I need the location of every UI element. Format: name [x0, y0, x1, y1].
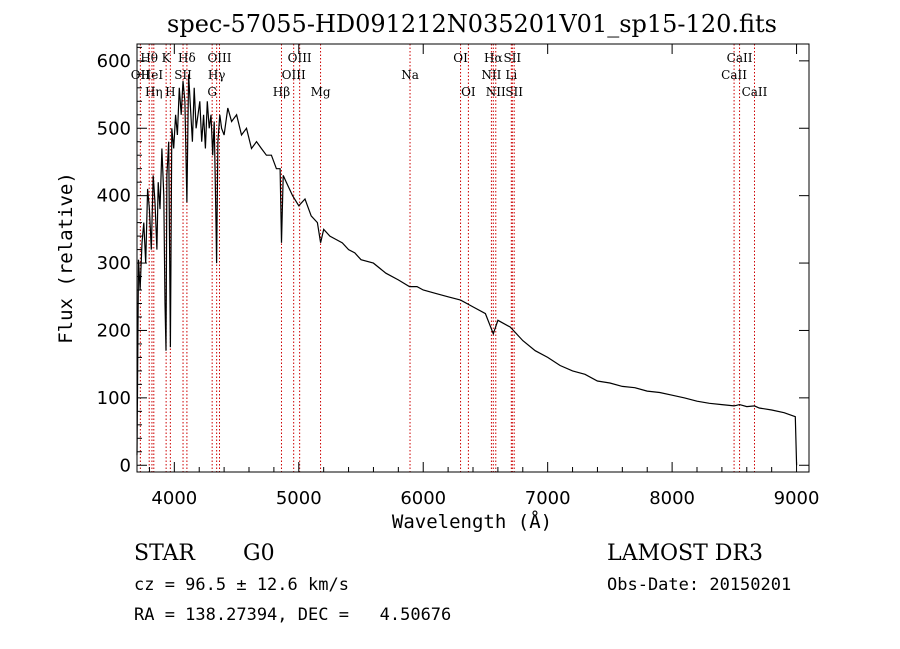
- spectral-line-label: Hη: [145, 85, 163, 99]
- spectral-line-label: Hγ: [208, 68, 226, 82]
- spectral-line-label: Hα: [484, 51, 503, 65]
- spectral-line-label: OIII: [288, 51, 312, 65]
- spectral-line-label: OIII: [207, 51, 231, 65]
- spectral-line-label: Hβ: [273, 85, 290, 99]
- spectral-line-label: Mg: [311, 85, 331, 99]
- spectral-line-label: CaII: [727, 51, 753, 65]
- y-axis-ticks: 0 100 200 300 400 500 600: [97, 46, 809, 476]
- y-tick-label: 600: [97, 51, 131, 72]
- x-axis-label: Wavelength (Å): [392, 510, 552, 533]
- y-tick-label: 0: [120, 455, 131, 476]
- x-tick-label: 5000: [276, 488, 322, 509]
- spectral-line-label: OI: [461, 85, 476, 99]
- y-tick-label: 100: [97, 388, 131, 409]
- spectral-line-label: Hδ: [178, 51, 196, 65]
- y-tick-label: 300: [97, 253, 131, 274]
- survey-name: LAMOST DR3: [607, 541, 763, 566]
- plot-frame: [136, 43, 810, 473]
- spectral-line-label: OII: [131, 68, 151, 82]
- chart-title: spec-57055-HD091212N035201V01_sp15-120.f…: [167, 10, 777, 38]
- spectral-line-label: CaII: [721, 68, 747, 82]
- x-tick-label: 7000: [525, 488, 571, 509]
- coordinates-text: RA = 138.27394, DEC = 4.50676: [134, 605, 451, 625]
- object-subclass: G0: [243, 541, 275, 566]
- y-tick-label: 200: [97, 320, 131, 341]
- x-tick-label: 9000: [774, 488, 820, 509]
- spectral-line-label: K: [162, 51, 172, 65]
- spectral-line-label: SII: [174, 68, 192, 82]
- redshift-text: cz = 96.5 ± 12.6 km/s: [134, 575, 349, 595]
- spectral-line-markers: [139, 44, 755, 472]
- spectral-line-label: Na: [401, 68, 419, 82]
- spectral-line-label: G: [207, 85, 217, 99]
- spectral-line-label: Hθ: [140, 51, 158, 65]
- x-tick-label: 6000: [400, 488, 446, 509]
- spectral-line-label: SII: [505, 85, 523, 99]
- x-axis-ticks: 4000 5000 6000 7000 8000 9000: [148, 44, 820, 509]
- spectral-line-label: Li: [505, 68, 517, 82]
- spectral-line-label: CaII: [742, 85, 768, 99]
- spectral-line-label: OIII: [282, 68, 306, 82]
- spectral-line-label: H: [165, 85, 175, 99]
- y-tick-label: 400: [97, 186, 131, 207]
- spectral-line-label: OI: [453, 51, 468, 65]
- spectrum-line: [136, 74, 798, 466]
- spectral-line-label: HeI: [141, 68, 164, 82]
- x-tick-label: 4000: [151, 488, 197, 509]
- spectral-line-label: SII: [503, 51, 521, 65]
- y-axis-label: Flux (relative): [55, 172, 77, 344]
- obs-date-text: Obs-Date: 20150201: [607, 575, 791, 595]
- x-tick-label: 8000: [649, 488, 695, 509]
- y-tick-label: 500: [97, 118, 131, 139]
- spectral-line-label: NII: [486, 85, 506, 99]
- object-class: STAR: [134, 541, 196, 566]
- spectral-line-label: NII: [481, 68, 501, 82]
